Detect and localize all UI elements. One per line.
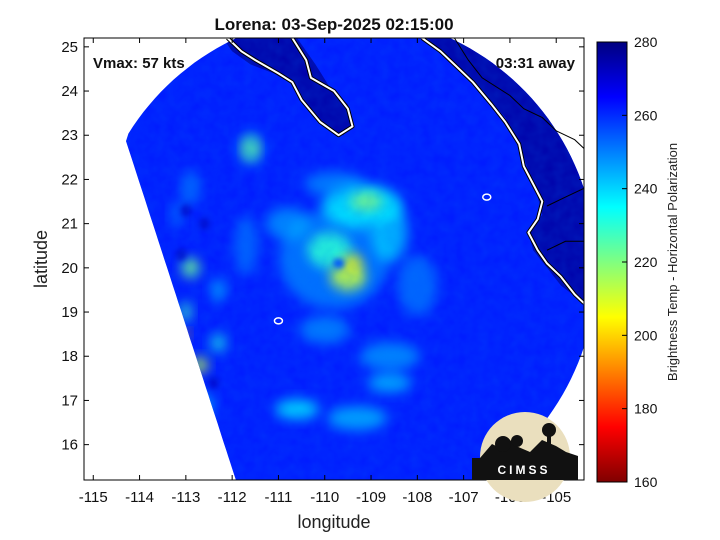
colorbar-tick-label: 180 bbox=[634, 401, 658, 417]
x-tick-label: -108 bbox=[402, 489, 432, 506]
y-tick-label: 20 bbox=[61, 260, 78, 277]
plot-area bbox=[83, 37, 585, 481]
x-tick-label: -110 bbox=[310, 489, 339, 506]
x-tick-label: -114 bbox=[125, 489, 154, 506]
border-line bbox=[453, 38, 584, 149]
x-axis-label: longitude bbox=[297, 512, 370, 532]
colorbar-tick-label: 280 bbox=[634, 34, 658, 50]
y-axis: 16 17 18 19 20 21 22 23 24 25 bbox=[61, 39, 584, 454]
y-tick-label: 19 bbox=[61, 304, 78, 321]
country-borders bbox=[453, 38, 584, 251]
colorbar-tick-label: 220 bbox=[634, 254, 658, 270]
coastline-segment bbox=[421, 38, 584, 304]
border-line bbox=[546, 187, 584, 207]
time-away-annotation: 03:31 away bbox=[496, 55, 576, 72]
logo-text: CIMSS bbox=[497, 463, 550, 477]
y-tick-label: 23 bbox=[61, 127, 78, 144]
y-tick-label: 24 bbox=[61, 83, 78, 100]
x-tick-label: -107 bbox=[449, 489, 479, 506]
y-axis-label: latitude bbox=[31, 230, 51, 288]
x-axis: -115-114-113-112-111-110-109-108-107-106… bbox=[79, 38, 571, 506]
y-tick-label: 18 bbox=[61, 348, 78, 365]
colorbar: 160 180 200 220 240 260 280 Brightness Temp - … bbox=[596, 34, 680, 490]
chart-title: Lorena: 03-Sep-2025 02:15:00 bbox=[214, 15, 453, 34]
y-tick-label: 22 bbox=[61, 171, 78, 188]
colorbar-ticks: 160 180 200 220 240 260 280 bbox=[622, 34, 658, 490]
x-tick-label: -109 bbox=[356, 489, 386, 506]
coastline-segment bbox=[226, 38, 354, 137]
y-tick-label: 16 bbox=[61, 437, 78, 454]
x-tick-label: -115 bbox=[79, 489, 108, 506]
colorbar-tick-label: 260 bbox=[634, 107, 658, 123]
y-tick-label: 25 bbox=[61, 39, 78, 56]
island bbox=[273, 317, 284, 325]
cimss-logo: CIMSS bbox=[472, 412, 578, 502]
microwave-swath bbox=[126, 38, 584, 480]
border-line bbox=[546, 240, 584, 251]
coastline bbox=[226, 38, 584, 325]
colorbar-tick-label: 160 bbox=[634, 474, 658, 490]
vmax-annotation: Vmax: 57 kts bbox=[93, 55, 185, 72]
x-tick-label: -113 bbox=[171, 489, 200, 506]
colorbar-tick-label: 240 bbox=[634, 181, 658, 197]
x-tick-label: -112 bbox=[218, 489, 247, 506]
colorbar-label: Brightness Temp - Horizontal Polarizatio… bbox=[665, 143, 680, 381]
island bbox=[482, 193, 492, 201]
x-tick-label: -111 bbox=[265, 489, 293, 506]
colorbar-tick-label: 200 bbox=[634, 327, 658, 343]
y-tick-label: 17 bbox=[61, 392, 78, 409]
y-tick-label: 21 bbox=[61, 216, 78, 233]
